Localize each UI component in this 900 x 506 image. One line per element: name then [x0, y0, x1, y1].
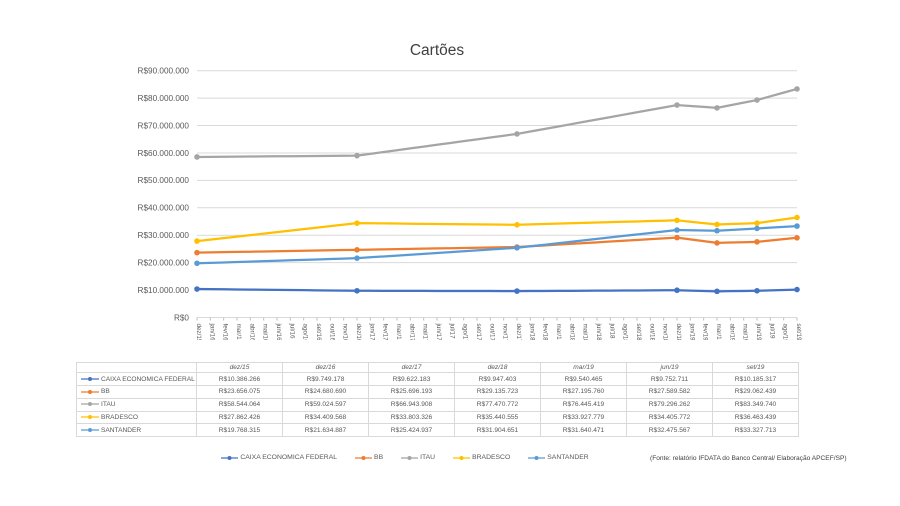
svg-text:out/17: out/17: [488, 324, 495, 341]
svg-text:abr/19: abr/19: [728, 324, 735, 341]
svg-text:R$80.000.000: R$80.000.000: [138, 94, 190, 103]
svg-text:fev/17: fev/17: [382, 324, 389, 341]
svg-text:nov/16: nov/16: [342, 324, 349, 341]
svg-text:fev/16: fev/16: [222, 324, 229, 341]
svg-text:fev/18: fev/18: [542, 324, 549, 341]
svg-text:dez/18: dez/18: [675, 324, 682, 341]
svg-text:set/18: set/18: [635, 324, 642, 341]
svg-text:set/16: set/16: [315, 324, 322, 341]
svg-text:out/16: out/16: [328, 324, 335, 341]
svg-text:mai/18: mai/18: [582, 324, 589, 341]
svg-text:R$20.000.000: R$20.000.000: [138, 258, 190, 267]
svg-text:R$30.000.000: R$30.000.000: [138, 231, 190, 240]
svg-text:jun/19: jun/19: [755, 323, 762, 341]
svg-text:mar/16: mar/16: [235, 324, 242, 341]
svg-text:ago/16: ago/16: [302, 324, 309, 341]
svg-text:jan/18: jan/18: [528, 323, 535, 341]
svg-text:dez/15: dez/15: [195, 324, 202, 341]
svg-text:R$10.000.000: R$10.000.000: [138, 286, 190, 295]
svg-text:jan/16: jan/16: [208, 323, 215, 341]
svg-text:mar/17: mar/17: [395, 324, 402, 341]
svg-text:jul/17: jul/17: [448, 323, 455, 340]
svg-text:mai/16: mai/16: [262, 324, 269, 341]
svg-text:abr/17: abr/17: [408, 324, 415, 341]
svg-text:fev/19: fev/19: [702, 324, 709, 341]
svg-text:jan/17: jan/17: [368, 323, 375, 341]
svg-text:abr/16: abr/16: [248, 324, 255, 341]
svg-text:R$60.000.000: R$60.000.000: [138, 149, 190, 158]
svg-text:R$40.000.000: R$40.000.000: [138, 204, 190, 213]
svg-text:R$90.000.000: R$90.000.000: [138, 67, 190, 76]
svg-text:jun/17: jun/17: [435, 323, 442, 341]
svg-text:dez/17: dez/17: [515, 324, 522, 341]
svg-text:mai/17: mai/17: [422, 324, 429, 341]
svg-text:mar/19: mar/19: [715, 324, 722, 341]
svg-text:set/19: set/19: [795, 324, 802, 341]
svg-text:jul/19: jul/19: [768, 323, 775, 340]
svg-text:abr/18: abr/18: [568, 324, 575, 341]
svg-text:jan/19: jan/19: [688, 323, 695, 341]
svg-text:out/18: out/18: [648, 324, 655, 341]
svg-text:mar/18: mar/18: [555, 324, 562, 341]
svg-text:nov/18: nov/18: [662, 324, 669, 341]
svg-text:jun/16: jun/16: [275, 323, 282, 341]
svg-text:ago/18: ago/18: [622, 324, 629, 341]
svg-text:set/17: set/17: [475, 324, 482, 341]
svg-text:R$50.000.000: R$50.000.000: [138, 176, 190, 185]
svg-text:ago/19: ago/19: [782, 324, 789, 341]
svg-text:R$70.000.000: R$70.000.000: [138, 121, 190, 130]
svg-text:nov/17: nov/17: [502, 324, 509, 341]
svg-text:ago/17: ago/17: [462, 324, 469, 341]
svg-text:jun/18: jun/18: [595, 323, 602, 341]
svg-text:jul/18: jul/18: [608, 323, 615, 340]
svg-text:R$0: R$0: [174, 313, 189, 322]
svg-text:mai/19: mai/19: [742, 324, 749, 341]
svg-text:jul/16: jul/16: [288, 323, 295, 340]
svg-text:dez/16: dez/16: [355, 324, 362, 341]
